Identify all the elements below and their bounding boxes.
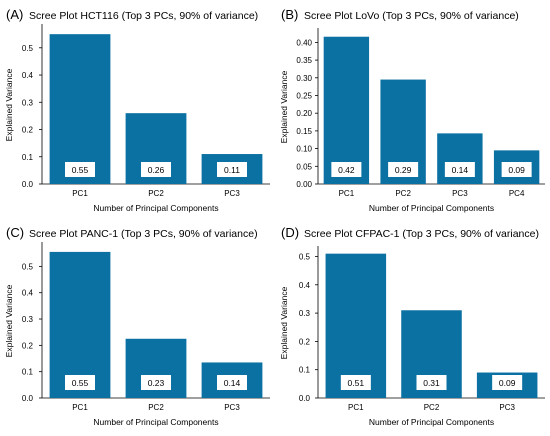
- y-tick-label: 0.0: [22, 180, 34, 189]
- y-tick-label: 0.05: [296, 162, 312, 171]
- y-tick-label: 0.4: [299, 281, 311, 290]
- bar: [49, 34, 111, 185]
- value-label-box: [141, 375, 171, 390]
- chart-title: Scree Plot HCT116 (Top 3 PCs, 90% of var…: [29, 10, 258, 22]
- value-label: 0.42: [338, 165, 355, 175]
- value-label: 0.55: [72, 378, 89, 388]
- x-tick-label: PC1: [339, 189, 355, 198]
- value-label-box: [141, 162, 171, 177]
- panel-b: (B) Scree Plot LoVo (Top 3 PCs, 90% of va…: [279, 7, 545, 213]
- y-axis-label: Explained Variance: [279, 286, 289, 359]
- panel-label: (C): [6, 225, 24, 240]
- x-axis-label: Number of Principal Components: [93, 203, 218, 213]
- value-label: 0.11: [224, 165, 240, 175]
- panel-d: (D) Scree Plot CFPAC-1 (Top 3 PCs, 90% of…: [279, 225, 545, 427]
- value-label: 0.55: [72, 165, 89, 175]
- y-tick-label: 0.2: [299, 337, 311, 346]
- x-tick-label: PC3: [224, 403, 240, 412]
- value-label: 0.09: [499, 378, 516, 388]
- panel-c: (C) Scree Plot PANC-1 (Top 3 PCs, 90% of …: [4, 225, 270, 427]
- y-tick-label: 0.15: [296, 127, 312, 136]
- x-axis-label: Number of Principal Components: [369, 203, 494, 213]
- value-label-box: [501, 162, 532, 177]
- x-tick-label: PC1: [348, 403, 364, 412]
- y-tick-label: 0.0: [22, 394, 34, 403]
- x-tick-label: PC1: [72, 403, 88, 412]
- panel-label: (A): [6, 7, 23, 22]
- value-label: 0.09: [508, 165, 525, 175]
- value-label-box: [340, 375, 371, 390]
- value-label: 0.14: [224, 378, 241, 388]
- value-label-box: [65, 375, 95, 390]
- y-axis-label: Explained Variance: [4, 68, 14, 141]
- x-tick-label: PC4: [509, 189, 525, 198]
- value-label: 0.26: [148, 165, 165, 175]
- value-label-box: [331, 162, 362, 177]
- y-tick-label: 0.10: [296, 145, 312, 154]
- value-label-box: [217, 162, 247, 177]
- x-tick-label: PC3: [452, 189, 468, 198]
- value-label-box: [492, 375, 523, 390]
- y-tick-label: 0.3: [299, 309, 311, 318]
- y-tick-label: 0.4: [22, 289, 34, 298]
- bar: [49, 251, 111, 398]
- y-tick-label: 0.5: [299, 252, 311, 261]
- value-label: 0.29: [395, 165, 412, 175]
- y-tick-label: 0.00: [296, 180, 312, 189]
- x-tick-label: PC3: [224, 189, 240, 198]
- value-label: 0.23: [148, 378, 165, 388]
- bar: [323, 36, 370, 184]
- y-axis-label: Explained Variance: [4, 284, 14, 357]
- y-tick-label: 0.0: [299, 394, 311, 403]
- panel-label: (D): [281, 225, 299, 240]
- x-tick-label: PC1: [72, 189, 88, 198]
- y-tick-label: 0.3: [22, 98, 34, 107]
- x-axis-label: Number of Principal Components: [369, 417, 494, 427]
- panel-label: (B): [281, 7, 298, 22]
- y-tick-label: 0.5: [22, 44, 34, 53]
- value-label: 0.31: [423, 378, 440, 388]
- bar: [325, 253, 387, 398]
- value-label: 0.14: [452, 165, 469, 175]
- y-tick-label: 0.1: [22, 153, 34, 162]
- x-tick-label: PC3: [499, 403, 515, 412]
- value-label-box: [217, 375, 247, 390]
- y-tick-label: 0.4: [22, 71, 34, 80]
- y-tick-label: 0.20: [296, 109, 312, 118]
- x-tick-label: PC2: [148, 403, 164, 412]
- panel-a: (A) Scree Plot HCT116 (Top 3 PCs, 90% of …: [4, 7, 270, 213]
- x-axis-label: Number of Principal Components: [93, 417, 218, 427]
- y-axis-label: Explained Variance: [279, 70, 289, 143]
- value-label-box: [388, 162, 419, 177]
- y-tick-label: 0.5: [22, 262, 34, 271]
- x-tick-label: PC2: [395, 189, 411, 198]
- y-tick-label: 0.1: [299, 366, 311, 375]
- y-tick-label: 0.35: [296, 56, 312, 65]
- y-tick-label: 0.2: [22, 126, 34, 135]
- value-label: 0.51: [348, 378, 365, 388]
- y-tick-label: 0.3: [22, 315, 34, 324]
- chart-title: Scree Plot PANC-1 (Top 3 PCs, 90% of var…: [29, 228, 258, 240]
- y-tick-label: 0.2: [22, 341, 34, 350]
- chart-title: Scree Plot CFPAC-1 (Top 3 PCs, 90% of va…: [304, 228, 539, 240]
- chart-title: Scree Plot LoVo (Top 3 PCs, 90% of varia…: [304, 10, 519, 22]
- y-tick-label: 0.40: [296, 38, 312, 47]
- x-tick-label: PC2: [148, 189, 164, 198]
- y-tick-label: 0.30: [296, 74, 312, 83]
- x-tick-label: PC2: [424, 403, 440, 412]
- value-label-box: [416, 375, 447, 390]
- y-tick-label: 0.25: [296, 91, 312, 100]
- y-tick-label: 0.1: [22, 368, 34, 377]
- value-label-box: [65, 162, 95, 177]
- value-label-box: [444, 162, 475, 177]
